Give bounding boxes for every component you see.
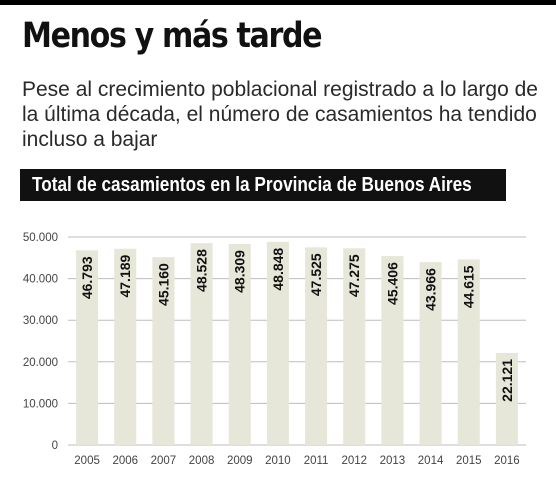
y-tick-label: 50.000 — [23, 232, 58, 244]
bar-value-label: 43.966 — [423, 268, 439, 311]
bar-value-label: 47.525 — [308, 253, 324, 296]
bar-value-label: 46.793 — [79, 256, 95, 299]
x-tick-label: 2013 — [380, 455, 406, 467]
x-tick-label: 2008 — [189, 455, 215, 467]
bar-value-label: 45.406 — [384, 262, 400, 305]
bar-value-label: 48.528 — [194, 249, 210, 292]
bar-value-label: 48.309 — [232, 250, 248, 293]
x-tick-label: 2014 — [418, 455, 444, 467]
bars: 46.793 47.189 45.160 48.528 48.309 48.848 47.5… — [76, 241, 518, 445]
y-tick-label: 10.000 — [23, 398, 58, 410]
bar — [76, 250, 99, 445]
bar — [152, 257, 175, 445]
page-title: Menos y más tarde — [22, 16, 323, 56]
chart-title-banner: Total de casamientos en la Provincia de … — [20, 169, 506, 201]
bar — [114, 248, 137, 445]
y-tick-label: 0 — [52, 440, 58, 452]
bar-value-label: 48.848 — [270, 248, 286, 291]
bar — [381, 256, 404, 445]
gridlines — [68, 236, 526, 446]
top-rule — [0, 0, 556, 5]
x-tick-label: 2010 — [265, 455, 291, 467]
bar-value-label: 44.615 — [461, 265, 477, 308]
bar — [419, 262, 442, 445]
page-subtitle: Pese al crecimiento poblacional registra… — [22, 78, 538, 151]
x-tick-label: 2009 — [227, 455, 253, 467]
chart-title: Total de casamientos en la Provincia de … — [32, 173, 472, 196]
bar-value-label: 47.275 — [346, 254, 362, 297]
bar — [343, 248, 366, 445]
bar — [457, 259, 480, 445]
axes: 0 10.000 20.000 30.000 40.000 50.000 2005 2006 2… — [23, 232, 520, 467]
x-tick-label: 2015 — [456, 455, 482, 467]
bar — [228, 244, 251, 445]
x-tick-label: 2007 — [151, 455, 177, 467]
x-tick-label: 2016 — [494, 455, 520, 467]
y-tick-label: 40.000 — [23, 274, 58, 286]
bar — [266, 241, 289, 445]
bar — [495, 352, 518, 445]
y-tick-label: 20.000 — [23, 357, 58, 369]
bar-value-label: 47.189 — [117, 254, 133, 297]
x-tick-label: 2011 — [304, 455, 329, 467]
bar — [190, 243, 213, 445]
x-tick-label: 2005 — [74, 455, 100, 467]
y-tick-label: 30.000 — [23, 315, 58, 327]
bar — [305, 247, 328, 445]
x-tick-label: 2012 — [341, 455, 367, 467]
x-tick-label: 2006 — [112, 455, 138, 467]
bar-value-label: 22.121 — [499, 359, 515, 402]
bar-value-label: 45.160 — [155, 263, 171, 306]
